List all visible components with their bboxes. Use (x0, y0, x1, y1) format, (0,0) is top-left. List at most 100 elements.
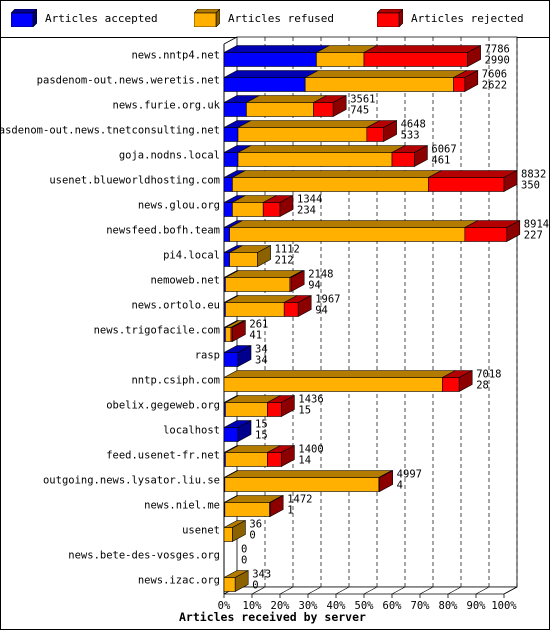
bar-segment (225, 302, 285, 317)
bar-segment-top (223, 45, 330, 53)
value-label-secondary: 1 (287, 505, 293, 517)
bar-segment (223, 527, 233, 542)
value-label-total: 3561 (350, 94, 375, 106)
floor-tick (307, 586, 322, 595)
bar-end-face (458, 369, 473, 393)
category-label: news.nntp4.net (131, 50, 220, 62)
category-label: outgoing.news.lysator.liu.se (43, 475, 220, 487)
value-label-secondary: 0 (252, 580, 258, 592)
legend-label-rejected: Articles rejected (411, 12, 524, 25)
category-label: news.trigofacile.com (94, 325, 220, 337)
bar-segment (225, 452, 268, 467)
x-tick-label: 40% (327, 600, 347, 612)
x-tick-label: 20% (271, 600, 291, 612)
floor-tick (503, 586, 518, 595)
bar-segment-top (224, 470, 392, 478)
bar-end-face (232, 519, 246, 543)
bar-segment (223, 177, 233, 192)
bar-segment-top (223, 370, 456, 378)
bar-segment-top (237, 120, 380, 128)
x-tick-label: 60% (383, 600, 403, 612)
x-tick-label: 0% (218, 600, 231, 612)
value-label-total: 8914 (524, 219, 549, 231)
value-label-secondary: 234 (297, 205, 316, 217)
value-label-total: 1344 (297, 194, 322, 206)
value-label-secondary: 350 (521, 180, 540, 192)
floor-tick (279, 586, 294, 595)
bar-segment (237, 152, 393, 167)
category-label: news.niel.me (144, 500, 220, 512)
x-tick-label: 30% (299, 600, 319, 612)
value-label-total: 7018 (476, 369, 501, 381)
value-label-secondary: 41 (249, 330, 262, 342)
value-label-secondary: 0 (241, 555, 247, 567)
bar-segment (223, 377, 443, 392)
value-label-secondary: 15 (255, 430, 268, 442)
value-label-total: 261 (249, 319, 268, 331)
bar-segment-top (428, 170, 518, 178)
value-label-total: 6067 (431, 144, 456, 156)
category-label: rasp (195, 350, 220, 362)
value-label-total: 4648 (401, 119, 426, 131)
x-axis-label: Articles received by server (179, 610, 366, 624)
bar-segment (232, 177, 429, 192)
value-label-secondary: 461 (431, 155, 450, 167)
bar-end-face (232, 319, 246, 343)
value-label-secondary: 212 (275, 255, 294, 267)
legend-swatch-accepted (11, 9, 37, 27)
bar-segment (366, 127, 384, 142)
bar-segment (442, 377, 460, 392)
value-label-total: 4997 (397, 469, 422, 481)
category-label: obelix.gegeweb.org (106, 400, 220, 412)
legend-swatch-refused (194, 9, 220, 27)
legend-label-accepted: Articles accepted (45, 12, 158, 25)
floor-tick (447, 586, 462, 595)
bar-segment (225, 327, 232, 342)
floor-tick (391, 586, 406, 595)
bar-end-face (237, 419, 252, 443)
value-label-secondary: 533 (401, 130, 420, 142)
value-label-secondary: 15 (298, 405, 311, 417)
bar-segment (223, 102, 247, 117)
category-label: goja.nodns.local (119, 150, 220, 162)
value-label-secondary: 94 (315, 305, 328, 317)
value-label-total: 34 (255, 344, 268, 356)
value-label-total: 343 (252, 569, 271, 581)
bar-end-face (379, 469, 393, 493)
x-tick-label: 100% (491, 600, 517, 612)
category-label: news.furie.org.uk (113, 100, 221, 112)
bar-end-face (269, 494, 284, 518)
category-label: newsfeed.bofh.team (106, 225, 220, 237)
bar-end-face (281, 444, 295, 468)
bar-segment (225, 402, 268, 417)
value-label-total: 1472 (287, 494, 312, 506)
category-label: nntp.csiph.com (131, 375, 220, 387)
bar-end-face (464, 69, 479, 93)
bar-segment (304, 77, 454, 92)
bar-segment (453, 77, 466, 92)
category-label: news.izac.org (138, 575, 220, 587)
bar-segment (223, 227, 230, 242)
bar-end-face (234, 569, 249, 593)
category-label: pasdenom-out.news.tnetconsulting.net (0, 125, 220, 137)
bar-segment-top (305, 70, 467, 78)
category-label: localhost (163, 425, 220, 437)
bar-segment (224, 502, 270, 517)
bar-segment (262, 202, 281, 217)
bar-end-face (503, 169, 518, 193)
bar-end-face (279, 194, 294, 218)
category-label: nemoweb.net (150, 275, 220, 287)
bar-segment (223, 152, 239, 167)
value-label-total: 15 (255, 419, 268, 431)
bar-segment (363, 52, 468, 67)
value-label-secondary: 34 (255, 355, 268, 367)
x-tick-label: 10% (243, 600, 263, 612)
bar-segment (225, 277, 291, 292)
x-tick-label: 50% (355, 600, 375, 612)
value-label-total: 1400 (298, 444, 323, 456)
bar-end-face (332, 94, 347, 118)
bar-segment (229, 252, 258, 267)
bar-segment (428, 177, 505, 192)
category-label: pi4.local (163, 250, 220, 262)
